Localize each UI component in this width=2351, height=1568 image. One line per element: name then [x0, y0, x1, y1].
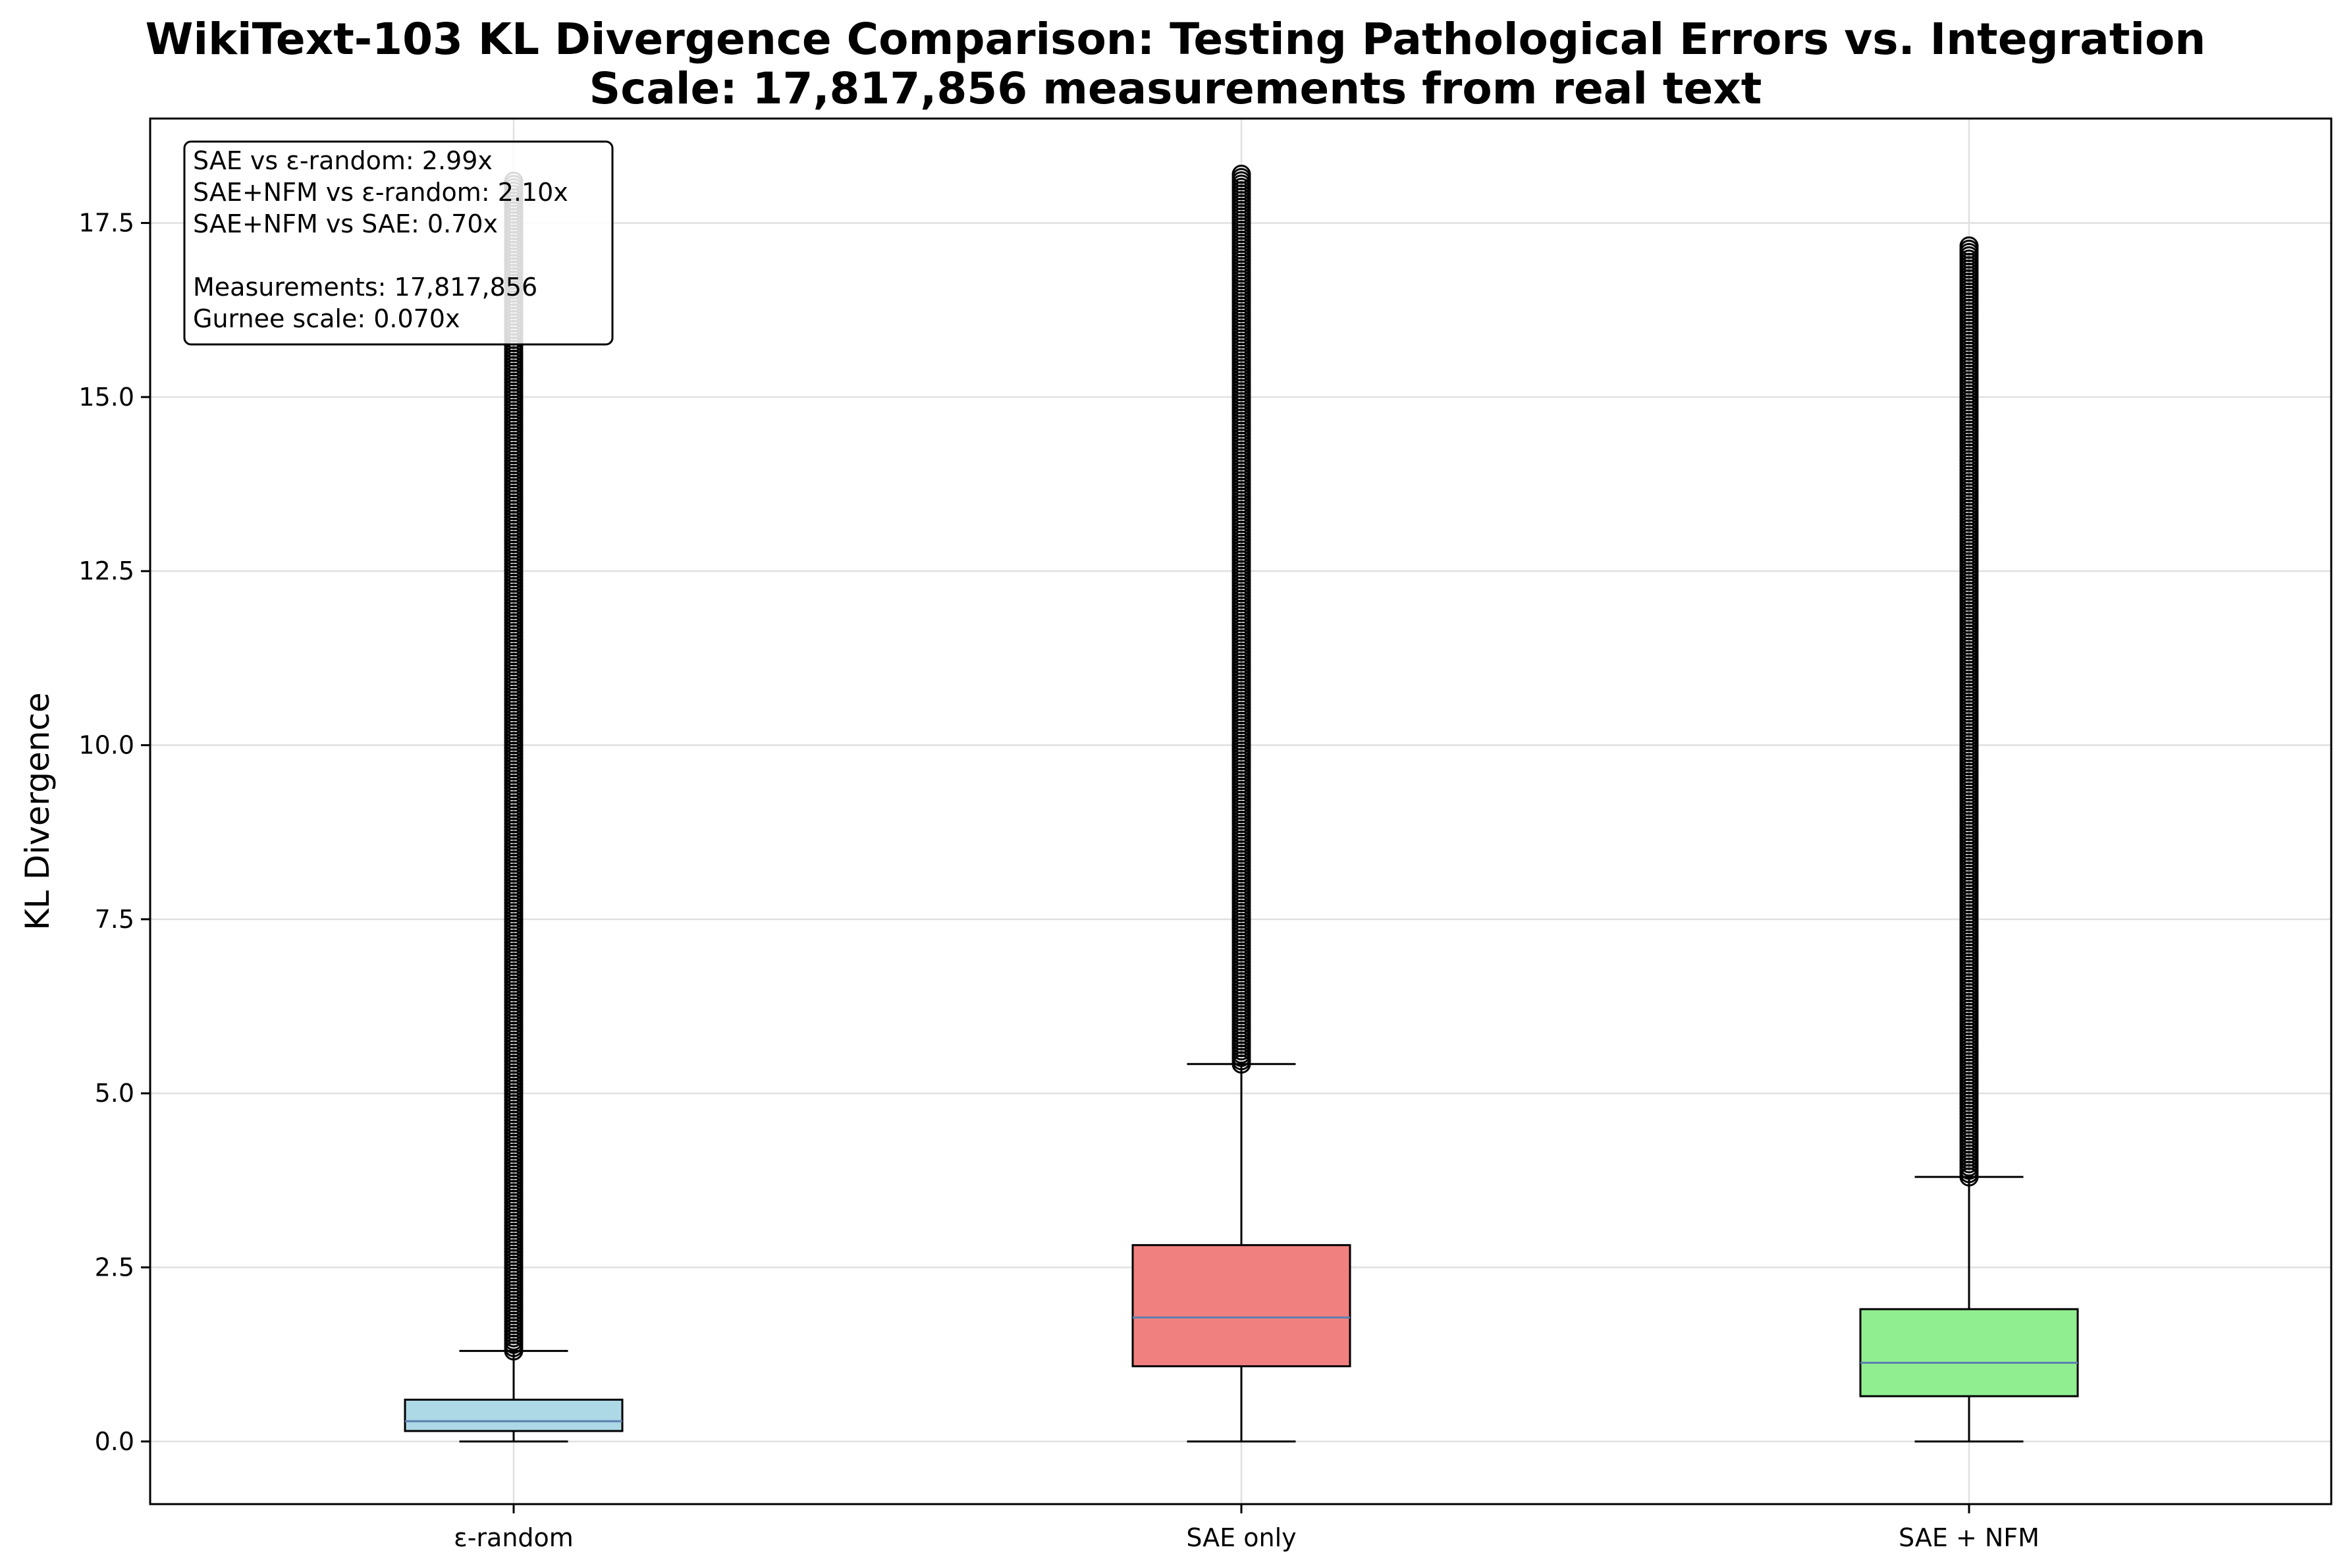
stats-annotation-box: SAE vs ε-random: 2.99x SAE+NFM vs ε-rando…	[183, 140, 614, 346]
box-1	[1131, 165, 1351, 1443]
y-axis-label: KL Divergence	[18, 692, 57, 930]
chart-title-line1: WikiText-103 KL Divergence Comparison: T…	[146, 14, 2206, 65]
y-tick-label: 0.0	[95, 1427, 134, 1456]
y-tick-label: 10.0	[78, 731, 134, 760]
y-tick-label: 12.5	[78, 556, 134, 585]
annotation-line: Measurements: 17,817,856	[193, 273, 537, 302]
x-tick-label: ε-random	[454, 1523, 574, 1552]
y-tick-label: 15.0	[78, 383, 134, 412]
outlier-point	[1231, 165, 1251, 184]
y-tick-label: 2.5	[95, 1253, 134, 1282]
outlier-points	[1231, 165, 1251, 1074]
annotation-line: SAE+NFM vs ε-random: 2.10x	[193, 178, 568, 207]
box-series	[404, 165, 2079, 1443]
x-axis-ticks: ε-random SAE only SAE + NFM	[454, 1504, 2040, 1552]
outlier-point	[1959, 236, 1979, 256]
plot-frame	[149, 117, 2333, 1505]
box-2	[1859, 236, 2079, 1443]
y-tick-label: 5.0	[95, 1079, 134, 1108]
x-tick-label: SAE only	[1186, 1523, 1296, 1552]
iqr-box	[1859, 1308, 2079, 1397]
iqr-box	[1131, 1244, 1351, 1368]
chart-title-line2: Scale: 17,817,856 measurements from real…	[589, 63, 1762, 114]
box-0	[404, 171, 624, 1443]
y-axis-ticks: 0.0 2.5 5.0 7.5 10.0 12.5 15.0 17.5	[78, 209, 150, 1456]
annotation-line: Gurnee scale: 0.070x	[193, 304, 460, 333]
y-tick-label: 17.5	[78, 209, 134, 238]
annotation-box	[183, 140, 614, 346]
annotation-line: SAE+NFM vs SAE: 0.70x	[193, 209, 498, 238]
iqr-box	[404, 1398, 624, 1432]
outlier-points	[1959, 236, 1979, 1187]
annotation-line: SAE vs ε-random: 2.99x	[193, 146, 493, 175]
y-tick-label: 7.5	[95, 905, 134, 934]
x-tick-label: SAE + NFM	[1899, 1523, 2040, 1552]
outlier-points	[504, 171, 524, 1361]
